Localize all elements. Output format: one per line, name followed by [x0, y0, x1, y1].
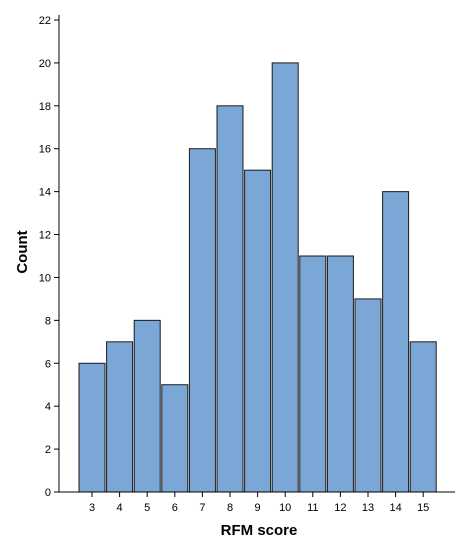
bar-13 — [354, 298, 382, 493]
bar-15 — [409, 341, 437, 493]
bar-3 — [78, 362, 106, 493]
y-tick-label: 8 — [45, 315, 51, 327]
bar-12 — [326, 255, 354, 493]
y-tick-label: 0 — [45, 487, 51, 499]
bar-5 — [133, 319, 161, 493]
x-tick-label: 4 — [117, 502, 123, 514]
y-tick-label: 6 — [45, 358, 51, 370]
x-tick-label: 11 — [307, 502, 318, 514]
y-tick-label: 2 — [45, 444, 51, 456]
bar-8 — [216, 105, 244, 493]
x-tick-label: 14 — [389, 502, 401, 514]
y-tick-label: 12 — [39, 230, 51, 242]
axes-layer — [58, 15, 455, 493]
bar-9 — [244, 169, 272, 493]
y-tick-label: 16 — [39, 144, 51, 156]
bar-4 — [106, 341, 134, 493]
x-tick-label: 5 — [144, 502, 150, 514]
y-tick-label: 18 — [39, 101, 51, 113]
y-tick-label: 22 — [39, 15, 51, 27]
y-tick-label: 10 — [39, 272, 51, 284]
x-tick-label: 10 — [279, 502, 291, 514]
bar-11 — [299, 255, 327, 493]
x-tick-label: 9 — [255, 502, 261, 514]
x-tick-label: 12 — [334, 502, 346, 514]
bar-10 — [271, 62, 299, 493]
x-tick-label: 8 — [227, 502, 233, 514]
y-tick-label: 20 — [39, 58, 51, 70]
x-tick-label: 13 — [362, 502, 374, 514]
bar-14 — [382, 191, 410, 493]
x-tick-label: 3 — [89, 502, 95, 514]
x-tick-label: 15 — [417, 502, 429, 514]
ticks-layer: 0 2 4 6 8 10 12 14 16 18 20 22 3 4 5 6 7 8 9 10 11 12 13 14 15 — [39, 15, 430, 514]
y-axis-title: Count — [14, 230, 31, 273]
bar-7 — [188, 148, 216, 493]
bar-6 — [161, 384, 189, 493]
x-tick-label: 6 — [172, 502, 178, 514]
y-tick-label: 14 — [39, 187, 51, 199]
x-axis-title: RFM score — [221, 522, 298, 539]
bars-layer — [78, 62, 437, 493]
y-tick-label: 4 — [45, 401, 51, 413]
x-tick-label: 7 — [199, 502, 205, 514]
